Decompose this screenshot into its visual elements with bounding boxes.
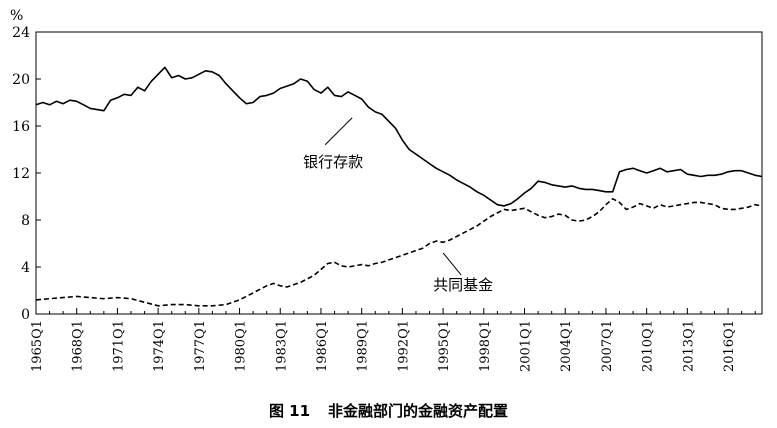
x-tick-label: 1995Q1 (437, 320, 452, 372)
x-tick-label: 1980Q1 (234, 320, 249, 372)
figure-number: 图 11 (268, 402, 311, 420)
x-tick-label: 2007Q1 (600, 320, 615, 372)
plot-frame (35, 31, 763, 315)
x-tick-label: 1977Q1 (193, 320, 208, 372)
x-tick-label: 1968Q1 (71, 320, 86, 372)
annotation-label: 银行存款 (303, 153, 363, 171)
figure-caption: 图 11 非金融部门的金融资产配置 (0, 400, 777, 421)
x-tick-label: 1971Q1 (111, 320, 126, 372)
x-tick-label: 1986Q1 (315, 320, 330, 372)
annotation-leader (324, 117, 353, 146)
x-tick-label: 2001Q1 (519, 320, 534, 372)
x-tick-label: 1989Q1 (356, 320, 371, 372)
y-tick-label: 24 (12, 25, 30, 41)
y-tick-label: 20 (12, 72, 30, 88)
x-tick-label: 2004Q1 (559, 320, 574, 372)
y-tick-label: 0 (21, 307, 30, 323)
x-tick-label: 1998Q1 (478, 320, 493, 372)
y-axis-unit: % (10, 8, 23, 24)
y-tick-label: 4 (21, 260, 30, 276)
series-layer (35, 66, 763, 307)
x-tick-label: 1965Q1 (30, 320, 45, 372)
y-tick-label: 12 (12, 166, 30, 182)
series-line-0 (35, 66, 763, 207)
y-tick-label: 16 (12, 119, 30, 135)
y-ticks: 0 4 8 12 16 20 24 (12, 25, 41, 323)
figure-title: 非金融部门的金融资产配置 (328, 402, 509, 420)
x-tick-label: 1992Q1 (396, 320, 411, 372)
x-tick-label: 2013Q1 (681, 320, 696, 372)
y-tick-label: 8 (21, 213, 30, 229)
x-tick-label: 1983Q1 (274, 320, 289, 372)
x-ticks: 1965Q1 1968Q1 1971Q1 1974Q1 1977Q1 1980Q1 1983… (30, 308, 756, 372)
x-tick-label: 2010Q1 (641, 320, 656, 372)
x-tick-label: 1974Q1 (152, 320, 167, 372)
annotation-label: 共同基金 (433, 276, 493, 294)
x-tick-label: 2016Q1 (722, 320, 737, 372)
series-line-1 (35, 198, 763, 307)
annotation-leader (442, 252, 462, 276)
